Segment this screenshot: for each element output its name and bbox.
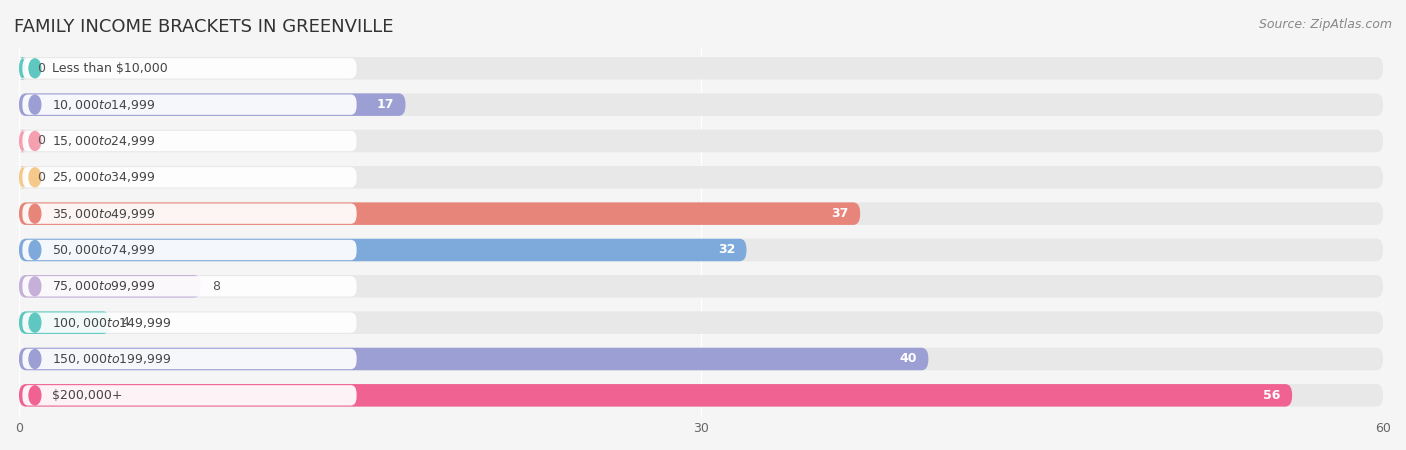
FancyBboxPatch shape [20,311,110,334]
FancyBboxPatch shape [22,312,357,333]
Text: $100,000 to $149,999: $100,000 to $149,999 [52,315,172,330]
FancyBboxPatch shape [22,203,357,224]
Circle shape [30,386,41,405]
FancyBboxPatch shape [20,166,25,189]
Text: Less than $10,000: Less than $10,000 [52,62,167,75]
FancyBboxPatch shape [20,130,25,152]
Text: Source: ZipAtlas.com: Source: ZipAtlas.com [1258,18,1392,31]
Text: 8: 8 [212,280,221,293]
FancyBboxPatch shape [20,384,1292,407]
Circle shape [30,131,41,150]
FancyBboxPatch shape [20,93,405,116]
Text: $200,000+: $200,000+ [52,389,122,402]
FancyBboxPatch shape [20,311,1384,334]
FancyBboxPatch shape [22,385,357,405]
Circle shape [30,95,41,114]
FancyBboxPatch shape [20,238,1384,261]
Text: 37: 37 [831,207,849,220]
Circle shape [30,241,41,260]
FancyBboxPatch shape [22,94,357,115]
FancyBboxPatch shape [20,348,928,370]
Text: $50,000 to $74,999: $50,000 to $74,999 [52,243,156,257]
FancyBboxPatch shape [20,202,1384,225]
Text: $35,000 to $49,999: $35,000 to $49,999 [52,207,156,220]
Text: 0: 0 [37,135,45,148]
Text: 0: 0 [37,62,45,75]
FancyBboxPatch shape [22,276,357,297]
Text: $150,000 to $199,999: $150,000 to $199,999 [52,352,172,366]
Text: $25,000 to $34,999: $25,000 to $34,999 [52,170,156,184]
Circle shape [30,168,41,187]
FancyBboxPatch shape [20,384,1384,407]
FancyBboxPatch shape [20,166,1384,189]
Circle shape [30,350,41,369]
FancyBboxPatch shape [20,202,860,225]
Circle shape [30,313,41,332]
FancyBboxPatch shape [20,238,747,261]
FancyBboxPatch shape [22,167,357,188]
Text: $15,000 to $24,999: $15,000 to $24,999 [52,134,156,148]
Text: 17: 17 [377,98,394,111]
Text: 56: 56 [1264,389,1281,402]
Text: $10,000 to $14,999: $10,000 to $14,999 [52,98,156,112]
FancyBboxPatch shape [20,348,1384,370]
Text: 40: 40 [900,352,917,365]
Circle shape [30,204,41,223]
Circle shape [30,59,41,78]
Text: FAMILY INCOME BRACKETS IN GREENVILLE: FAMILY INCOME BRACKETS IN GREENVILLE [14,18,394,36]
FancyBboxPatch shape [20,57,1384,80]
FancyBboxPatch shape [20,130,1384,152]
Circle shape [30,277,41,296]
FancyBboxPatch shape [20,57,25,80]
Text: 32: 32 [717,243,735,256]
FancyBboxPatch shape [20,275,1384,297]
Text: 0: 0 [37,171,45,184]
FancyBboxPatch shape [20,93,1384,116]
FancyBboxPatch shape [22,58,357,78]
Text: $75,000 to $99,999: $75,000 to $99,999 [52,279,156,293]
Text: 4: 4 [121,316,129,329]
FancyBboxPatch shape [20,275,201,297]
FancyBboxPatch shape [22,131,357,151]
FancyBboxPatch shape [22,349,357,369]
FancyBboxPatch shape [22,240,357,260]
